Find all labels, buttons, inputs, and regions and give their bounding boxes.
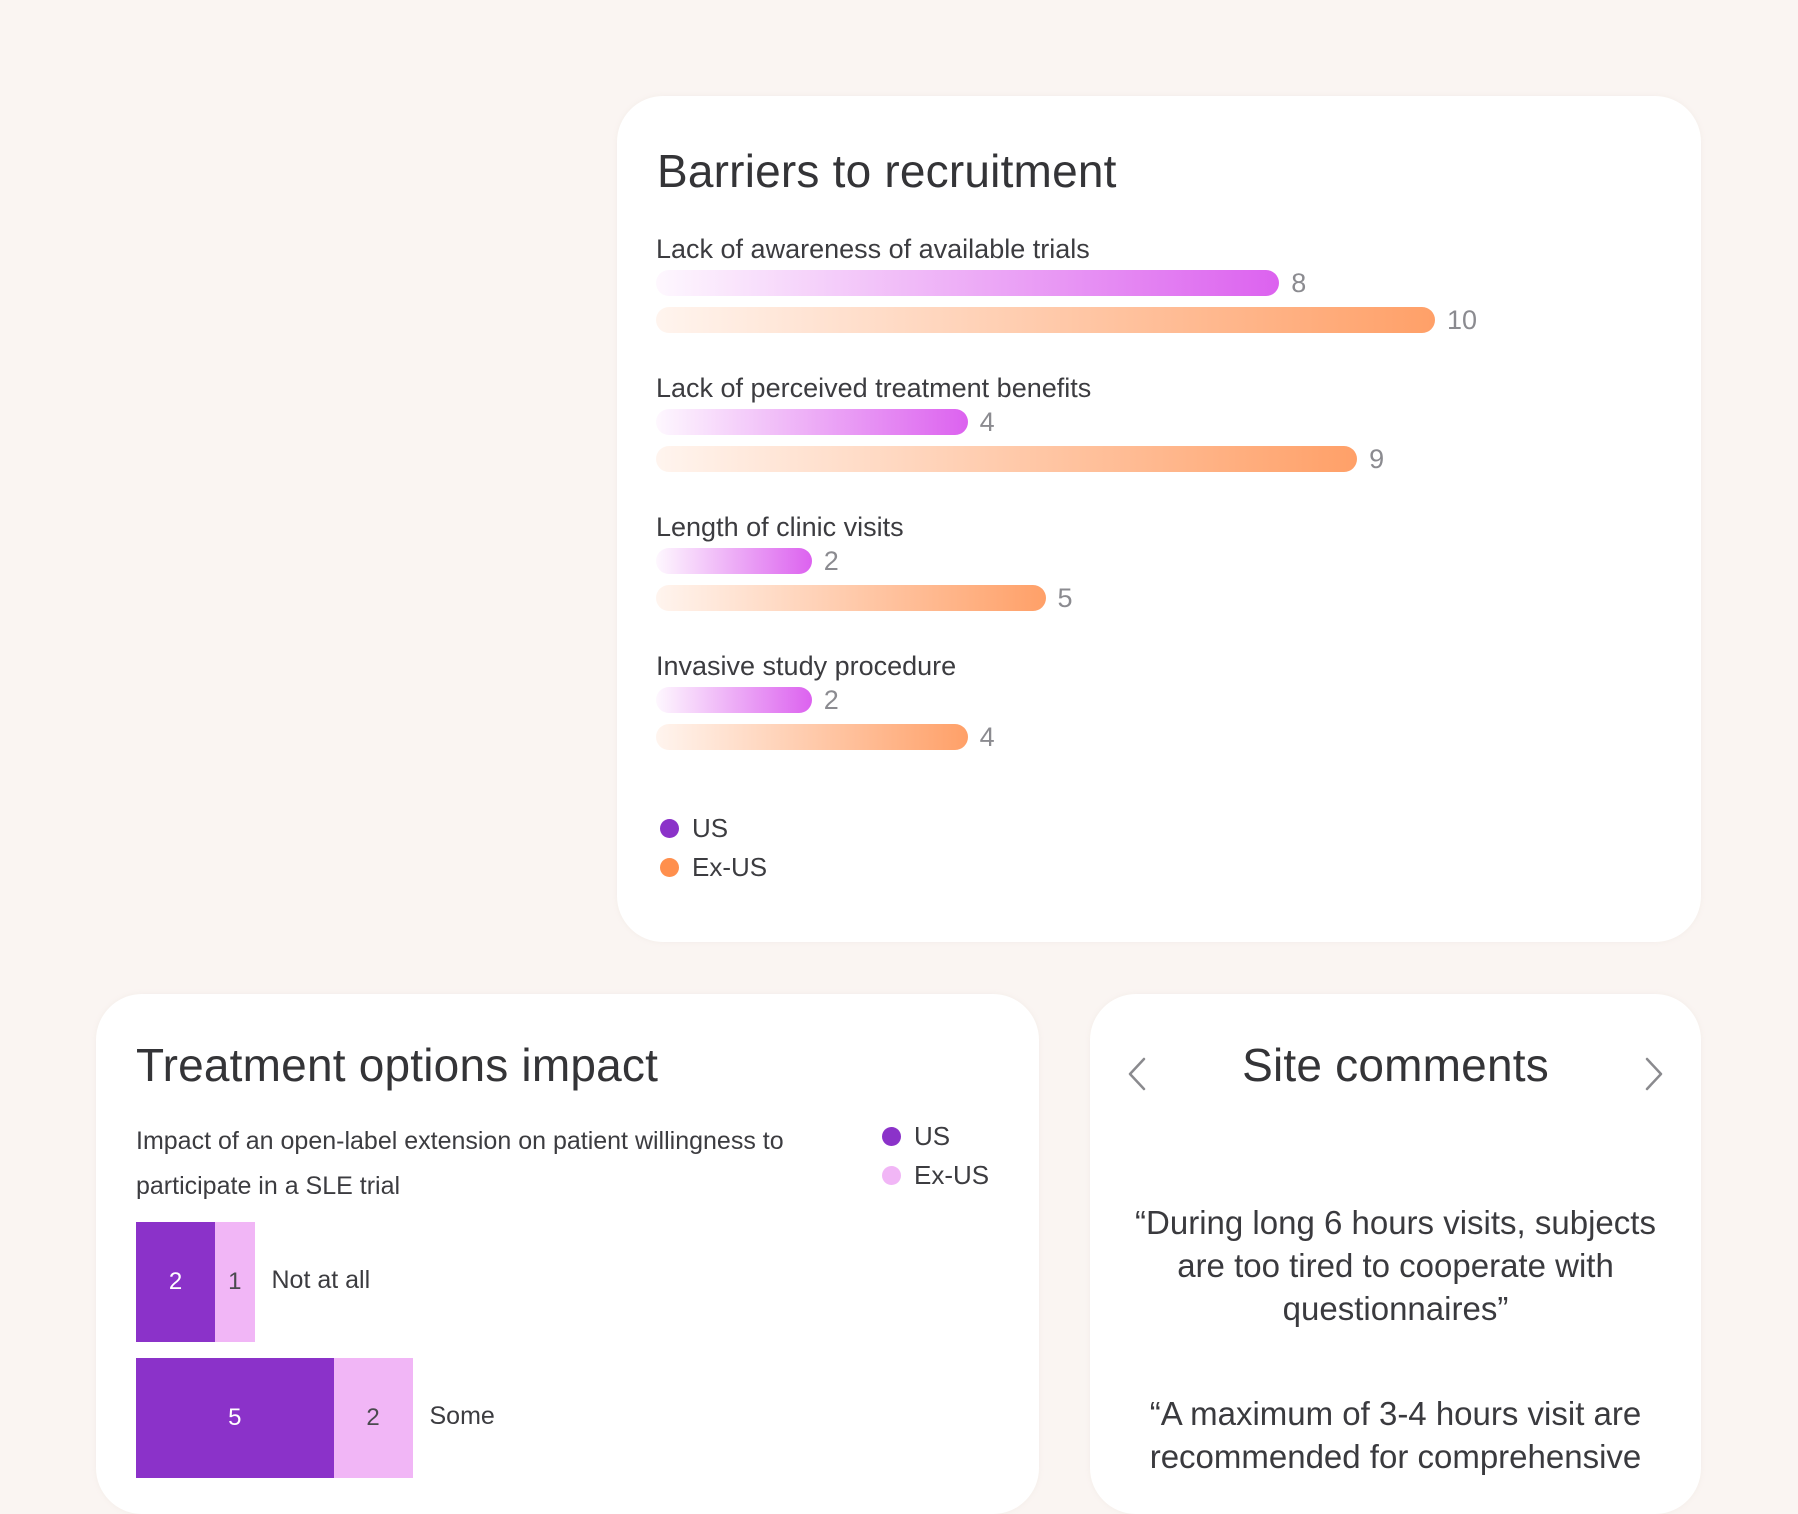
legend-dot-us bbox=[882, 1127, 901, 1146]
treatment-legend-ex-us: Ex-US bbox=[882, 1160, 989, 1191]
bar-ex-us bbox=[656, 307, 1435, 333]
bar-value-label: 2 bbox=[823, 685, 839, 715]
barriers-legend-us: US bbox=[660, 813, 728, 844]
barriers-card: Barriers to recruitment Lack of awarenes… bbox=[617, 96, 1701, 942]
legend-dot-ex-us bbox=[660, 858, 679, 877]
next-comment-button[interactable] bbox=[1633, 1044, 1673, 1104]
bar-ex-us bbox=[656, 446, 1358, 472]
chevron-left-icon bbox=[1128, 1057, 1146, 1091]
bar-us bbox=[656, 548, 812, 574]
barrier-category-label: Lack of perceived treatment benefits bbox=[656, 373, 1092, 403]
chevron-right-icon bbox=[1645, 1057, 1663, 1091]
legend-label-ex-us: Ex-US bbox=[692, 852, 768, 882]
bar-value-label: 10 bbox=[1447, 305, 1478, 335]
segment-us: 5 bbox=[136, 1358, 334, 1478]
comments-card: Site comments “During long 6 hours visit… bbox=[1090, 994, 1701, 1514]
segment-us: 2 bbox=[136, 1222, 215, 1342]
bar-value-label: 2 bbox=[823, 546, 839, 576]
legend-dot-us bbox=[660, 819, 679, 838]
legend-label-us: US bbox=[914, 1121, 951, 1151]
barrier-category-label: Invasive study procedure bbox=[656, 651, 957, 681]
barrier-category-label: Lack of awareness of available trials bbox=[656, 234, 1090, 264]
treatment-subtitle: Impact of an open-label extension on pat… bbox=[136, 1127, 784, 1200]
legend-label-ex-us: Ex-US bbox=[914, 1160, 990, 1190]
segment-ex-us: 1 bbox=[215, 1222, 255, 1342]
treatment-title: Treatment options impact bbox=[136, 1039, 659, 1091]
treatment-category-label: Some bbox=[429, 1402, 495, 1430]
legend-dot-ex-us bbox=[882, 1166, 901, 1185]
comments-title: Site comments bbox=[1242, 1039, 1549, 1091]
bar-us bbox=[656, 687, 812, 713]
barriers-title: Barriers to recruitment bbox=[657, 145, 1117, 197]
comment-quote: “During long 6 hours visits, subjects ar… bbox=[1135, 1204, 1656, 1327]
barriers-legend-ex-us: Ex-US bbox=[660, 852, 767, 883]
bar-value-label: 8 bbox=[1291, 268, 1307, 298]
bar-value-label: 5 bbox=[1057, 583, 1073, 613]
bar-value-label: 4 bbox=[979, 407, 995, 437]
treatment-card: Treatment options impact Impact of an op… bbox=[96, 994, 1039, 1514]
treatment-legend-us: US bbox=[882, 1121, 950, 1152]
bar-ex-us bbox=[656, 724, 968, 750]
bar-value-label: 9 bbox=[1369, 444, 1385, 474]
comment-quote: “A maximum of 3-4 hours visit are recomm… bbox=[1149, 1395, 1642, 1475]
segment-ex-us: 2 bbox=[333, 1358, 413, 1478]
bar-value-label: 4 bbox=[979, 722, 995, 752]
barrier-category-label: Length of clinic visits bbox=[656, 512, 904, 542]
treatment-category-label: Not at all bbox=[271, 1266, 371, 1294]
bar-us bbox=[656, 270, 1280, 296]
prev-comment-button[interactable] bbox=[1118, 1044, 1158, 1104]
legend-label-us: US bbox=[692, 813, 729, 843]
bar-us bbox=[656, 409, 968, 435]
bar-ex-us bbox=[656, 585, 1046, 611]
